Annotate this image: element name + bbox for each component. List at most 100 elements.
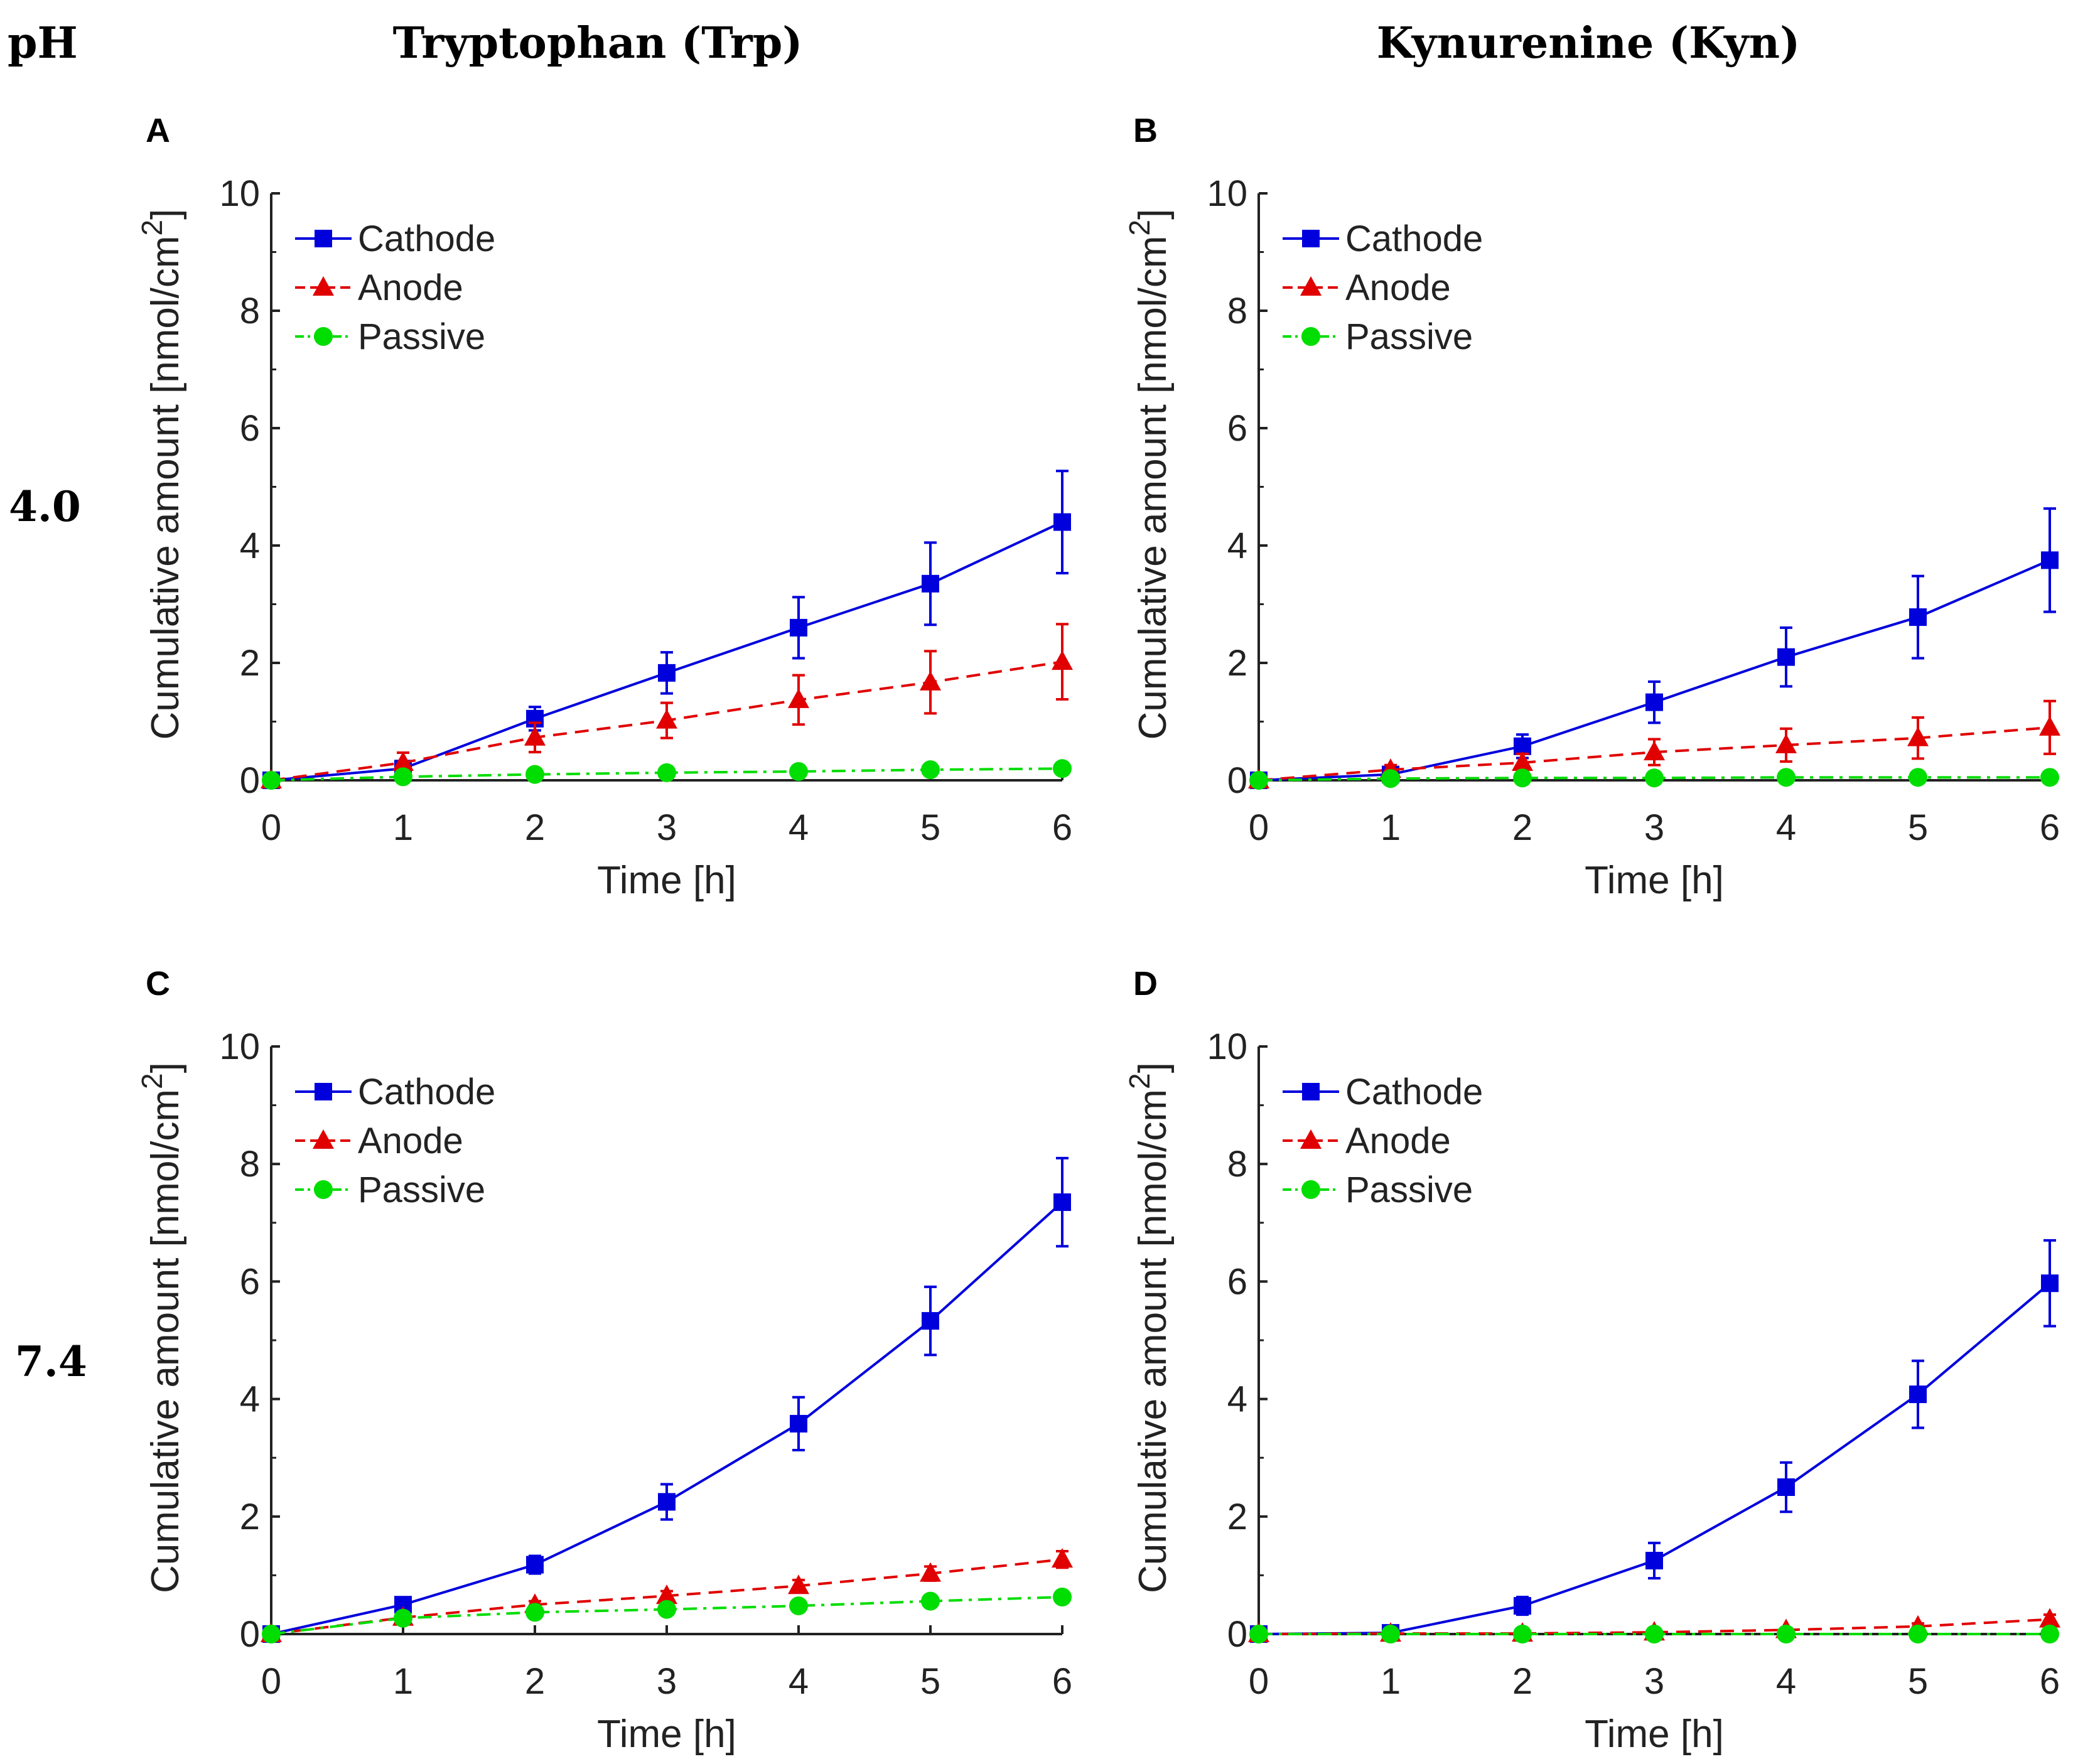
data-point-anode-c	[656, 1584, 677, 1605]
data-point-passive-a	[1053, 759, 1072, 778]
y-tick-label-d: 10	[1207, 1026, 1247, 1067]
data-point-passive-b	[1381, 769, 1400, 788]
data-point-cathode-d	[2041, 1274, 2059, 1293]
data-point-anode-a	[656, 709, 677, 729]
x-tick-label-c: 4	[789, 1661, 809, 1702]
panel-letter-c: C	[146, 965, 170, 1003]
legend-label-anode-d: Anode	[1345, 1121, 1451, 1161]
data-point-passive-b	[1513, 768, 1532, 788]
x-tick-label-a: 2	[525, 807, 545, 848]
chart-panel-c: C 0 2 4 6 8 10 0 1 2 3 4 5 6 Time [h] Cumulative amount…	[136, 965, 1073, 1756]
y-tick-label-d: 6	[1227, 1261, 1247, 1302]
y-tick-label-c: 8	[240, 1144, 260, 1185]
y-axis-label-d: Cumulative amount [nmol/cm2]	[1123, 1062, 1175, 1593]
y-axis-label-a: Cumulative amount [nmol/cm2]	[136, 209, 187, 740]
data-point-cathode-c	[526, 1556, 544, 1574]
x-tick-label-c: 2	[525, 1661, 545, 1702]
y-tick-label-b: 6	[1227, 408, 1247, 449]
y-tick-label-c: 10	[219, 1026, 260, 1067]
x-tick-label-b: 5	[1908, 807, 1928, 848]
data-point-passive-a	[657, 763, 676, 782]
data-point-passive-c	[921, 1591, 940, 1611]
column-title-trp: Tryptophan (Trp)	[393, 18, 803, 68]
legend-marker-anode-b	[1300, 276, 1322, 296]
legend-label-cathode-b: Cathode	[1345, 218, 1483, 259]
x-tick-label-d: 3	[1644, 1661, 1664, 1702]
data-point-passive-b	[1909, 768, 1927, 787]
x-tick-label-a: 1	[393, 807, 413, 848]
legend-marker-cathode-c	[315, 1083, 332, 1100]
data-point-anode-c	[920, 1562, 941, 1582]
data-point-passive-a	[921, 760, 940, 780]
y-tick-label-a: 0	[240, 760, 260, 801]
legend-marker-passive-a	[314, 327, 333, 346]
x-tick-label-d: 4	[1776, 1661, 1796, 1702]
legend-label-passive-d: Passive	[1345, 1170, 1473, 1210]
row-label-ph-7: 7.4	[15, 1337, 87, 1386]
y-tick-label-a: 8	[240, 291, 260, 331]
y-tick-label-c: 2	[240, 1497, 260, 1537]
legend-marker-passive-b	[1301, 327, 1320, 346]
data-point-passive-d	[1249, 1625, 1268, 1643]
data-point-anode-b	[1907, 726, 1929, 746]
data-point-passive-d	[1513, 1625, 1532, 1643]
data-point-passive-d	[2040, 1625, 2059, 1643]
data-point-cathode-c	[922, 1312, 939, 1330]
data-point-cathode-c	[1053, 1193, 1071, 1212]
series-line-cathode-c	[271, 1201, 1063, 1635]
y-tick-label-c: 4	[240, 1379, 260, 1420]
legend-marker-anode-a	[313, 276, 334, 296]
x-axis-label-d: Time [h]	[1585, 1713, 1724, 1756]
data-point-cathode-b	[1777, 648, 1795, 666]
legend-label-anode-a: Anode	[358, 267, 463, 308]
x-tick-label-b: 2	[1512, 807, 1532, 848]
data-point-passive-c	[1053, 1588, 1072, 1607]
x-tick-label-a: 5	[920, 807, 940, 848]
ph-header: pH	[8, 18, 78, 68]
series-line-cathode-d	[1258, 1282, 2051, 1635]
legend-label-anode-b: Anode	[1345, 267, 1451, 308]
y-tick-label-b: 10	[1207, 173, 1247, 214]
data-point-passive-a	[262, 771, 281, 790]
data-point-passive-d	[1777, 1625, 1796, 1643]
legend-marker-cathode-b	[1302, 230, 1320, 247]
data-point-passive-c	[657, 1600, 676, 1619]
data-point-passive-b	[1777, 768, 1796, 787]
data-point-anode-b	[2039, 716, 2060, 736]
x-tick-label-b: 0	[1249, 807, 1269, 848]
x-axis-label-b: Time [h]	[1585, 859, 1724, 902]
legend-label-passive-c: Passive	[358, 1170, 485, 1210]
x-tick-label-a: 0	[261, 807, 281, 848]
legend-marker-cathode-d	[1302, 1083, 1320, 1100]
data-point-anode-c	[1052, 1548, 1073, 1568]
x-tick-label-b: 4	[1776, 807, 1796, 848]
x-tick-label-a: 6	[1052, 807, 1072, 848]
data-point-cathode-a	[922, 574, 939, 593]
y-tick-label-d: 0	[1227, 1614, 1247, 1655]
y-tick-label-d: 8	[1227, 1144, 1247, 1185]
chart-panel-a: A 0 2 4 6 8 10 0 1 2 3 4 5 6 Time [h] Cumulative amount…	[136, 112, 1073, 902]
legend-label-cathode-d: Cathode	[1345, 1072, 1483, 1112]
y-tick-label-d: 2	[1227, 1497, 1247, 1537]
legend-marker-cathode-a	[315, 230, 332, 247]
x-tick-label-c: 1	[393, 1661, 413, 1702]
y-tick-label-d: 4	[1227, 1379, 1247, 1420]
x-tick-label-d: 2	[1512, 1661, 1532, 1702]
data-point-passive-a	[394, 767, 412, 787]
data-point-anode-b	[1775, 733, 1797, 753]
y-tick-label-a: 6	[240, 408, 260, 449]
x-tick-label-c: 6	[1052, 1661, 1072, 1702]
data-point-passive-a	[789, 761, 808, 781]
legend-label-cathode-c: Cathode	[358, 1072, 495, 1112]
y-axis-label-c: Cumulative amount [nmol/cm2]	[136, 1062, 187, 1593]
data-point-cathode-a	[790, 618, 807, 637]
column-title-kyn: Kynurenine (Kyn)	[1377, 18, 1801, 68]
y-tick-label-b: 2	[1227, 643, 1247, 684]
data-point-anode-b	[1644, 741, 1665, 761]
data-point-passive-c	[525, 1603, 544, 1622]
data-point-cathode-d	[1514, 1597, 1531, 1615]
data-point-cathode-c	[658, 1493, 676, 1511]
data-point-passive-b	[1645, 768, 1664, 788]
legend-marker-anode-d	[1300, 1129, 1322, 1149]
